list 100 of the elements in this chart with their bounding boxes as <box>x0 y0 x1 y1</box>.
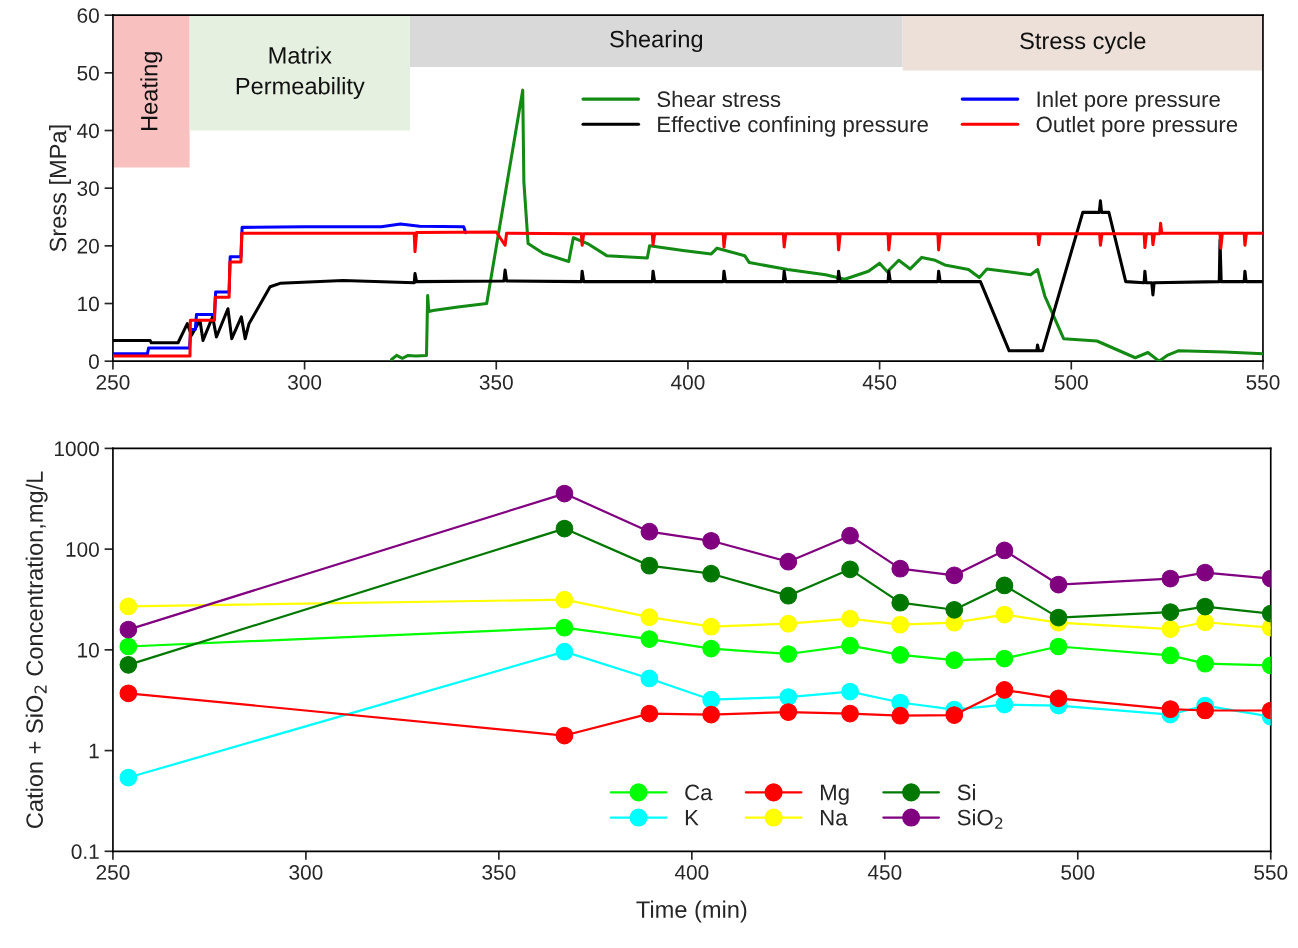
point <box>995 605 1014 624</box>
y-tick-label: 1 <box>89 743 99 759</box>
legend-label: Ca <box>685 784 713 801</box>
line-series <box>112 221 1263 358</box>
y-axis-title: Cation + SiO$_{2}$ Concentration,mg/L <box>25 471 48 828</box>
y-tick-label: 50 <box>77 65 99 81</box>
point <box>779 703 798 721</box>
point <box>640 608 659 627</box>
y-tick-label: 40 <box>77 123 99 139</box>
point <box>640 669 659 688</box>
x-tick-label: 500 <box>1061 865 1095 880</box>
y-axis-title: Sress [MPa] <box>49 125 72 252</box>
legend-label: Outlet pore pressure <box>1036 115 1238 137</box>
point <box>1161 620 1180 638</box>
point <box>119 768 138 787</box>
point <box>119 620 138 639</box>
point <box>995 681 1014 699</box>
x-tick-label: 300 <box>288 374 322 390</box>
point <box>555 590 574 609</box>
x-tick-label: 400 <box>671 374 705 390</box>
point <box>702 690 720 709</box>
point <box>119 655 138 674</box>
point <box>1161 700 1180 718</box>
point <box>891 615 910 634</box>
point <box>841 526 859 545</box>
legend-label: Shear stress <box>657 90 781 108</box>
point <box>702 639 720 658</box>
y-tick-label: 0.1 <box>71 844 99 860</box>
point <box>640 630 659 648</box>
point <box>1196 701 1214 720</box>
point <box>1049 575 1068 594</box>
y-tick-label: 30 <box>77 181 99 196</box>
band-label: Shearing <box>610 30 703 53</box>
point <box>640 704 659 723</box>
point <box>1196 563 1214 582</box>
point <box>555 484 574 503</box>
x-tick-label: 400 <box>674 865 709 880</box>
point <box>640 556 659 575</box>
point <box>1049 608 1068 627</box>
y-tick-label: 60 <box>77 8 99 23</box>
point <box>1049 689 1068 708</box>
y-tick-label: 100 <box>66 542 99 557</box>
legend-label: Effective confining pressure <box>658 115 928 137</box>
x-tick-label: 450 <box>862 374 897 390</box>
point <box>1196 613 1214 632</box>
x-tick-label: 300 <box>289 865 323 880</box>
point <box>891 559 910 578</box>
point <box>1196 597 1214 616</box>
point <box>119 684 138 703</box>
point <box>945 566 964 585</box>
x-tick-label: 350 <box>479 374 513 390</box>
x-tick-label: 350 <box>482 865 516 880</box>
point <box>995 576 1014 595</box>
point <box>119 637 138 656</box>
y-tick-label: 0 <box>88 354 99 369</box>
point <box>779 645 798 663</box>
point <box>779 552 798 571</box>
point <box>841 636 859 655</box>
x-axis-title: Time (min) <box>636 900 747 923</box>
point <box>945 600 964 619</box>
point <box>841 609 859 628</box>
x-tick-label: 550 <box>1246 374 1280 390</box>
point <box>841 704 859 723</box>
legend-label: K <box>685 810 699 826</box>
point <box>555 519 574 538</box>
legend-label: Mg <box>820 784 849 805</box>
point <box>891 593 910 612</box>
x-tick-label: 500 <box>1054 374 1088 390</box>
point <box>945 706 964 724</box>
point <box>702 705 720 724</box>
y-tick-label: 10 <box>78 296 99 312</box>
point <box>779 614 798 633</box>
point <box>1161 646 1180 665</box>
point <box>555 726 574 745</box>
point <box>779 688 798 706</box>
legend-label: Inlet pore pressure <box>1037 90 1220 112</box>
point <box>779 586 798 605</box>
point <box>1049 637 1068 656</box>
point <box>841 682 859 701</box>
point <box>555 642 574 661</box>
x-tick-label: 250 <box>96 865 130 880</box>
point <box>1196 654 1214 673</box>
x-tick-label: 550 <box>1254 865 1288 880</box>
point <box>841 560 859 579</box>
line-series <box>390 88 1263 362</box>
point <box>1161 569 1180 588</box>
point <box>995 541 1014 560</box>
point <box>891 646 910 664</box>
band-label: Stress cycle <box>1020 31 1146 54</box>
point <box>1161 603 1180 621</box>
point <box>702 531 720 550</box>
y-tick-label: 20 <box>77 238 99 254</box>
point <box>945 651 964 670</box>
y-tick-label: 10 <box>78 642 99 658</box>
legend-label: Si <box>957 784 975 801</box>
point <box>702 617 720 636</box>
point <box>555 618 574 637</box>
band-label: Heating <box>140 52 163 131</box>
legend-label: Na <box>820 810 848 826</box>
x-tick-label: 450 <box>867 865 902 880</box>
